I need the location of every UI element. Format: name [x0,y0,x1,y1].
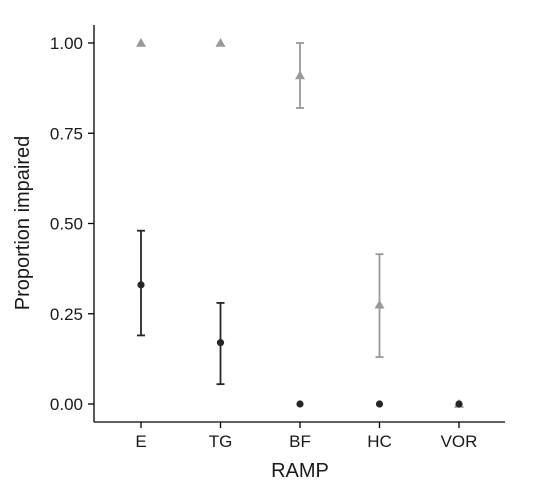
y-tick-label: 0.00 [50,395,83,414]
y-ticks: 0.00 0.25 0.50 0.75 1.00 [50,34,94,414]
y-tick-label: 0.50 [50,215,83,234]
triangle-point [215,38,226,47]
x-tick-label: HC [367,432,392,451]
y-tick-label: 0.25 [50,305,83,324]
circle-point [375,400,384,408]
x-tick-label: E [135,432,146,451]
x-tick-label: BF [289,432,311,451]
x-axis-title: RAMP [271,460,329,482]
circle-point [455,400,463,408]
triangle-point [374,299,385,309]
triangle-point [295,70,305,80]
x-tick-label: VOR [441,432,478,451]
x-ticks: E TG BF HC VOR [135,422,477,451]
circle-point [137,281,145,289]
y-tick-label: 0.75 [50,124,83,143]
circle-point [216,339,225,347]
circle-point [296,400,304,408]
y-tick-label: 1.00 [50,34,83,53]
triangle-point [136,38,146,47]
x-tick-label: TG [209,432,233,451]
error-bars [137,42,384,386]
y-axis-title: Proportion impaired [12,136,34,311]
data-points [136,38,464,408]
